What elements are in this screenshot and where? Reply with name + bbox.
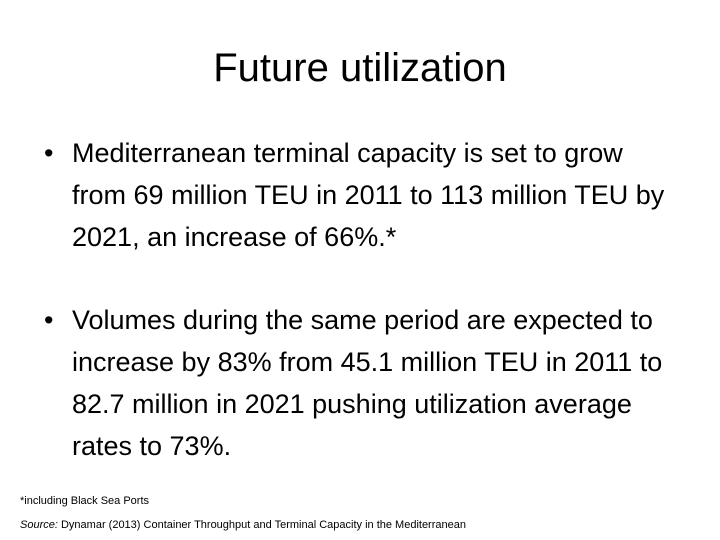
bullet-text: Mediterranean terminal capacity is set t… <box>72 138 665 252</box>
source-note: Source: Dynamar (2013) Container Through… <box>20 518 466 532</box>
bullet-text: Volumes during the same period are expec… <box>72 305 663 461</box>
footnote: *including Black Sea Ports <box>20 495 150 507</box>
bullet-symbol: • <box>44 305 54 335</box>
bullet-symbol: • <box>44 138 54 168</box>
bullet-item: • Volumes during the same period are exp… <box>44 299 672 467</box>
source-text: Dynamar (2013) Container Throughput and … <box>60 519 466 531</box>
source-label: Source: <box>20 519 58 531</box>
slide-title: Future utilization <box>213 46 507 90</box>
bullet-item: • Mediterranean terminal capacity is set… <box>44 132 672 258</box>
